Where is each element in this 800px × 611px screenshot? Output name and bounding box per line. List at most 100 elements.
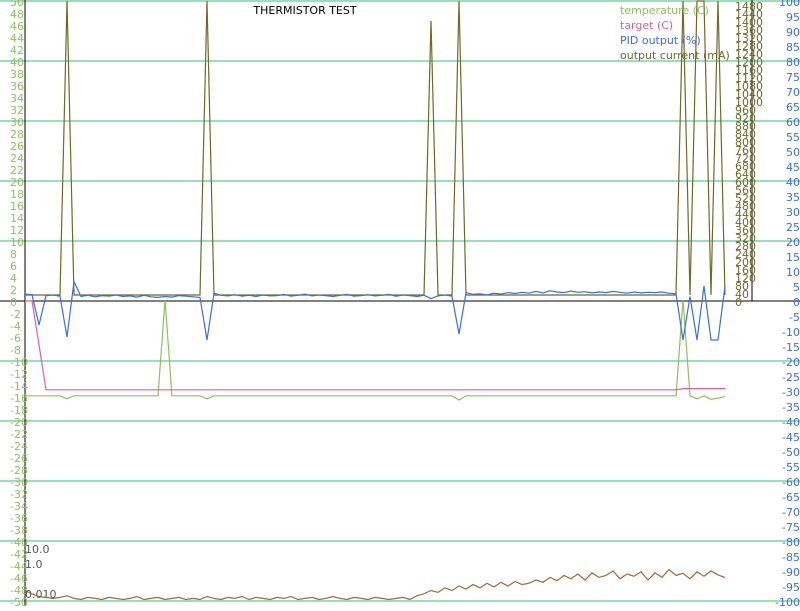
y3-tick-label: 480 — [735, 200, 756, 213]
y-tick-label: 32 — [10, 104, 24, 117]
y2-tick-label: 20 — [786, 236, 800, 249]
series-line — [25, 299, 726, 401]
y2-tick-label: 40 — [786, 176, 800, 189]
y2-tick-label: -25 — [782, 371, 800, 384]
y-tick-label: -12 — [10, 368, 28, 381]
legend-entry: PID output (%) — [620, 34, 701, 47]
y2-tick-label: -20 — [782, 356, 800, 369]
y-tick-label: -16 — [10, 392, 28, 405]
y-tick-label: -32 — [10, 488, 28, 501]
y-tick-label: 40 — [10, 56, 24, 69]
y3-tick-label: 640 — [735, 168, 756, 181]
series-line — [24, 279, 726, 341]
y2-tick-label: 70 — [786, 86, 800, 99]
y3-tick-label: 1040 — [735, 88, 763, 101]
y-tick-label: 6 — [10, 260, 17, 273]
y-tick-label: -26 — [10, 452, 28, 465]
y3-tick-label: 440 — [735, 208, 756, 221]
y3-tick-label: 760 — [735, 144, 756, 157]
y3-tick-label: 960 — [735, 104, 756, 117]
y-tick-label: -48 — [10, 584, 28, 597]
y-tick-label: -14 — [10, 380, 28, 393]
y-tick-label: 28 — [10, 128, 24, 141]
y-tick-label: 24 — [10, 152, 24, 165]
y2-tick-label: 25 — [786, 221, 800, 234]
y2-tick-label: 75 — [786, 71, 800, 84]
y3-tick-label: 320 — [735, 232, 756, 245]
y2-tick-label: -40 — [782, 416, 800, 429]
y-tick-label: 36 — [10, 80, 24, 93]
y3-tick-label: 280 — [735, 240, 756, 253]
y2-tick-label: -70 — [782, 506, 800, 519]
y3-tick-label: 80 — [735, 280, 749, 293]
y3-tick-label: 1120 — [735, 72, 763, 85]
y-tick-label: -34 — [10, 500, 28, 513]
y-tick-label: 22 — [10, 164, 24, 177]
y-tick-label: 34 — [10, 92, 24, 105]
y-tick-label: -4 — [10, 320, 21, 333]
y2-tick-label: -45 — [782, 431, 800, 444]
y2-tick-label: 55 — [786, 131, 800, 144]
y3-tick-label: 680 — [735, 160, 756, 173]
y2-tick-label: 95 — [786, 11, 800, 24]
y-tick-label: 14 — [10, 212, 24, 225]
y3-tick-label: 560 — [735, 184, 756, 197]
y2-tick-label: -15 — [782, 341, 800, 354]
y-tick-label: 20 — [10, 176, 24, 189]
y2-tick-label: -95 — [782, 581, 800, 594]
y3-tick-label: 880 — [735, 120, 756, 133]
y-tick-label: -28 — [10, 464, 28, 477]
y-tick-label: -10 — [10, 356, 28, 369]
y2-tick-label: -80 — [782, 536, 800, 549]
y-tick-label: 38 — [10, 68, 24, 81]
y3-tick-label: 1080 — [735, 80, 763, 93]
y-tick-label: 50 — [10, 0, 24, 9]
y2-tick-label: 80 — [786, 56, 800, 69]
y-tick-label: 46 — [10, 20, 24, 33]
y2-tick-label: 0 — [793, 296, 800, 309]
y4-tick-label: 10.0 — [25, 543, 50, 556]
y2-tick-label: -5 — [789, 311, 800, 324]
y-tick-label: 8 — [10, 248, 17, 261]
y4-tick-label: 0.010 — [25, 588, 57, 601]
y3-tick-label: 360 — [735, 224, 756, 237]
y3-tick-label: 920 — [735, 112, 756, 125]
y3-tick-label: 520 — [735, 192, 756, 205]
y2-tick-label: -35 — [782, 401, 800, 414]
y3-tick-label: 160 — [735, 264, 756, 277]
y-tick-label: -44 — [10, 560, 28, 573]
y3-tick-label: 120 — [735, 272, 756, 285]
y3-tick-label: 1480 — [735, 0, 763, 13]
y-tick-label: -40 — [10, 536, 28, 549]
y-tick-label: 16 — [10, 200, 24, 213]
y3-tick-label: 0 — [735, 296, 742, 309]
legend-entry: output current (mA) — [620, 49, 730, 62]
y2-tick-label: 60 — [786, 116, 800, 129]
y3-tick-label: 1160 — [735, 64, 763, 77]
plot-area — [24, 0, 726, 601]
y2-tick-label: -50 — [782, 446, 800, 459]
y2-tick-label: 45 — [786, 161, 800, 174]
y2-tick-label: -85 — [782, 551, 800, 564]
y3-tick-label: 720 — [735, 152, 756, 165]
chart-title: THERMISTOR TEST — [252, 4, 356, 17]
y3-tick-label: 1280 — [735, 40, 763, 53]
y3-tick-label: 40 — [735, 288, 749, 301]
y2-tick-label: 90 — [786, 26, 800, 39]
y2-tick-label: -100 — [775, 596, 800, 609]
y3-tick-label: 600 — [735, 176, 756, 189]
y-tick-label: -20 — [10, 416, 28, 429]
y-tick-label: 44 — [10, 32, 24, 45]
y2-tick-label: 15 — [786, 251, 800, 264]
y-tick-label: -30 — [10, 476, 28, 489]
y3-tick-label: 1400 — [735, 16, 763, 29]
y2-tick-label: -90 — [782, 566, 800, 579]
y-tick-label: -2 — [10, 308, 21, 321]
y3-tick-label: 1360 — [735, 24, 763, 37]
y-tick-label: -8 — [10, 344, 21, 357]
y2-tick-label: -65 — [782, 491, 800, 504]
y-tick-label: 12 — [10, 224, 24, 237]
y-tick-label: 48 — [10, 8, 24, 21]
y-tick-label: 4 — [10, 272, 17, 285]
